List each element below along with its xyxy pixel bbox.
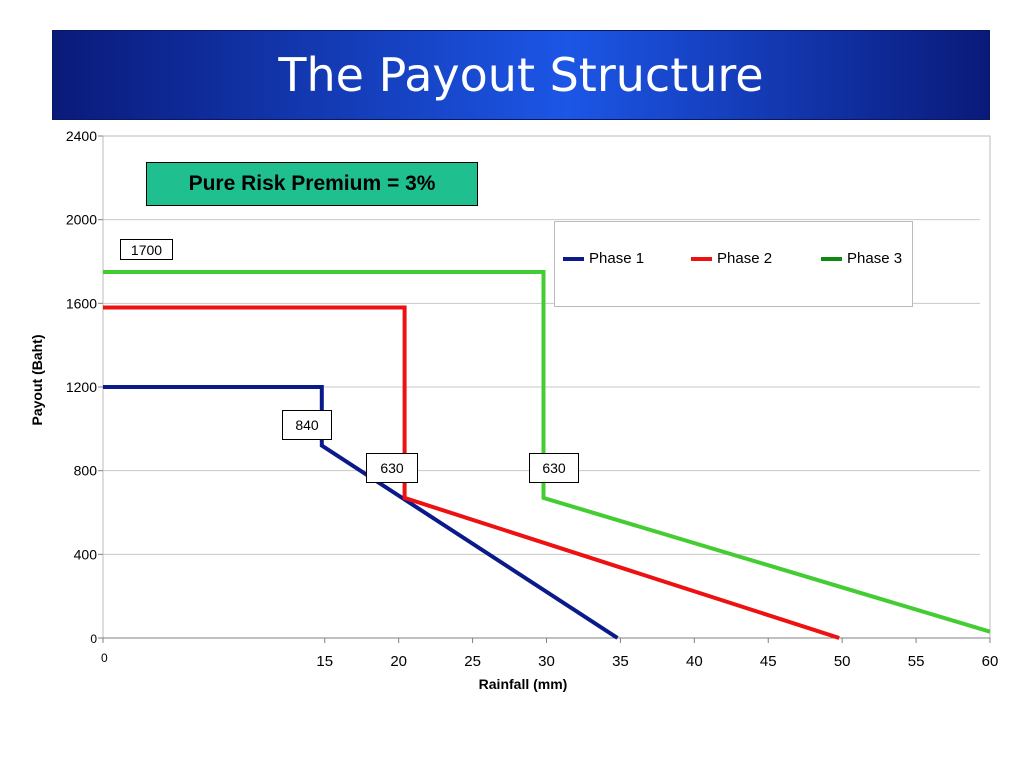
annotation-840-text: 840 xyxy=(295,417,319,433)
y-tick-label: 2400 xyxy=(66,128,97,144)
x-tick-label: 20 xyxy=(390,653,407,670)
x-tick-label: 15 xyxy=(316,653,333,670)
annotation-630-phase-2-text: 630 xyxy=(380,460,404,476)
legend-label-phase-1: Phase 1 xyxy=(589,250,645,267)
legend-swatch-phase-1 xyxy=(563,256,584,261)
series-line-phase-2 xyxy=(103,305,840,640)
y-tick-label: 400 xyxy=(74,546,98,562)
legend-swatch-phase-3 xyxy=(821,256,842,261)
x-axis-label: Rainfall (mm) xyxy=(479,676,568,692)
y-tick-label: 800 xyxy=(74,463,98,479)
slide-title-bar: The Payout Structure xyxy=(52,30,990,120)
y-tick-label: 2000 xyxy=(66,212,97,228)
chart-legend: Phase 1 Phase 2 Phase 3 xyxy=(554,221,913,307)
x-tick-label: 25 xyxy=(464,653,481,670)
series-line-phase-3 xyxy=(103,270,991,634)
legend-label-phase-2: Phase 2 xyxy=(717,250,773,267)
legend-item-phase-2: Phase 2 xyxy=(691,250,772,267)
x-tick-label: 0 xyxy=(101,651,108,665)
legend-swatch-phase-2 xyxy=(691,256,712,261)
slide-title: The Payout Structure xyxy=(278,48,764,102)
x-tick-label: 60 xyxy=(982,653,999,670)
label-layer: 0 400 800 1200 1600 2000 2400 0 15 20 25 30 35 40 45 50… xyxy=(29,128,998,692)
axis-layer xyxy=(98,135,991,643)
annotation-840: 840 xyxy=(282,410,332,440)
y-tick-label: 0 xyxy=(90,632,97,646)
annotation-630-phase-3: 630 xyxy=(529,453,579,483)
annotation-630-phase-3-text: 630 xyxy=(542,460,566,476)
x-tick-label: 35 xyxy=(612,653,629,670)
legend-item-phase-1: Phase 1 xyxy=(563,250,644,267)
y-tick-label: 1200 xyxy=(66,379,97,395)
annotation-1700: 1700 xyxy=(120,239,173,260)
premium-label-box: Pure Risk Premium = 3% xyxy=(146,162,478,206)
x-tick-label: 40 xyxy=(686,653,703,670)
x-tick-label: 30 xyxy=(538,653,555,670)
x-tick-label: 45 xyxy=(760,653,777,670)
legend-item-phase-3: Phase 3 xyxy=(821,250,902,267)
y-tick-label: 1600 xyxy=(66,295,97,311)
annotation-1700-text: 1700 xyxy=(130,241,163,258)
legend-label-phase-3: Phase 3 xyxy=(847,250,903,267)
y-axis-label: Payout (Baht) xyxy=(29,335,45,426)
annotation-630-phase-2: 630 xyxy=(366,453,418,483)
x-tick-label: 50 xyxy=(834,653,851,670)
premium-label: Pure Risk Premium = 3% xyxy=(188,172,436,195)
x-tick-label: 55 xyxy=(908,653,925,670)
